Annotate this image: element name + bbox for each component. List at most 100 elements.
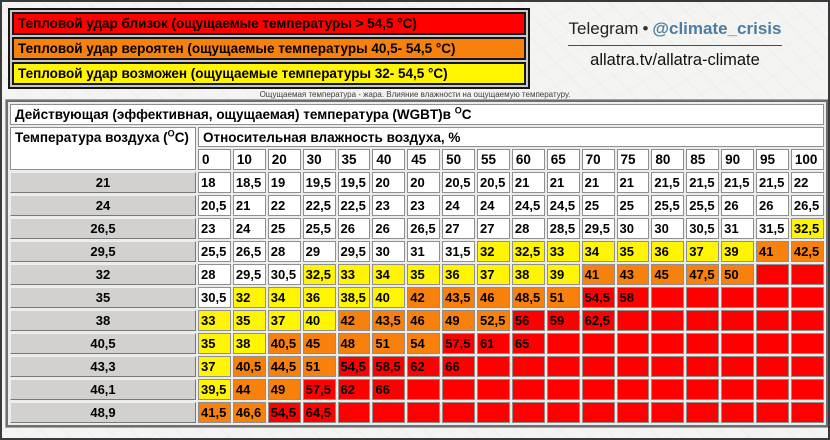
wbgt-value-cell: 30 — [372, 241, 406, 262]
wbgt-value-cell — [686, 402, 720, 423]
wbgt-value-cell — [686, 356, 720, 377]
wbgt-value-cell: 24,5 — [511, 195, 545, 216]
wbgt-value-cell — [651, 287, 685, 308]
wbgt-value-cell — [546, 356, 580, 377]
wbgt-value-cell: 25,5 — [198, 241, 231, 262]
wbgt-value-cell: 38,5 — [337, 287, 371, 308]
wbgt-value-cell: 28 — [511, 218, 545, 239]
wbgt-value-cell — [581, 402, 615, 423]
wbgt-value-cell: 28,5 — [546, 218, 580, 239]
wbgt-value-cell: 56 — [511, 310, 545, 331]
wbgt-value-cell — [546, 333, 580, 354]
air-temp-row-label: 21 — [10, 172, 196, 193]
wbgt-value-cell: 21,5 — [651, 172, 685, 193]
wbgt-value-cell — [686, 310, 720, 331]
wbgt-value-cell: 20,5 — [477, 172, 510, 193]
legend-item-label: Тепловой удар вероятен (ощущаемые темпер… — [18, 41, 456, 56]
wbgt-value-cell — [756, 402, 789, 423]
wbgt-value-cell: 62,5 — [581, 310, 615, 331]
air-temp-row-label: 26,5 — [10, 218, 196, 239]
wbgt-value-cell: 45 — [651, 264, 685, 285]
wbgt-value-cell: 21,5 — [686, 172, 720, 193]
telegram-label: Telegram — [568, 19, 639, 38]
wbgt-value-cell: 26 — [721, 195, 754, 216]
wbgt-value-cell — [721, 356, 754, 377]
wbgt-value-cell: 29,5 — [232, 264, 266, 285]
wbgt-value-cell: 25 — [616, 195, 650, 216]
wbgt-value-cell: 22 — [267, 195, 301, 216]
wbgt-value-cell: 44,5 — [267, 356, 301, 377]
wbgt-value-cell — [686, 379, 720, 400]
wbgt-value-cell: 32,5 — [511, 241, 545, 262]
wbgt-value-cell: 35 — [232, 310, 266, 331]
wbgt-value-cell: 22,5 — [337, 195, 371, 216]
wbgt-value-cell: 40 — [302, 310, 336, 331]
wbgt-value-cell: 51 — [546, 287, 580, 308]
wbgt-value-cell — [581, 379, 615, 400]
telegram-handle-link[interactable]: @climate_crisis — [652, 19, 782, 38]
table-row: 46,1 39,5 44 49 57,5 62 66 — [10, 379, 824, 400]
wbgt-value-cell: 39 — [721, 241, 754, 262]
wbgt-value-cell — [686, 287, 720, 308]
wbgt-value-cell: 54 — [407, 333, 441, 354]
table-row: 40,5 35 38 40,5 45 48 51 54 57,5 61 65 — [10, 333, 824, 354]
air-temp-row-label: 40,5 — [10, 333, 196, 354]
wbgt-value-cell: 25 — [267, 218, 301, 239]
wbgt-value-cell: 29,5 — [581, 218, 615, 239]
wbgt-value-cell: 59 — [546, 310, 580, 331]
wbgt-value-cell — [616, 333, 650, 354]
wbgt-value-cell: 35 — [407, 264, 441, 285]
wbgt-value-cell: 42 — [337, 310, 371, 331]
wbgt-value-cell: 47,5 — [686, 264, 720, 285]
wbgt-value-cell: 26,5 — [790, 195, 824, 216]
wbgt-value-cell — [546, 379, 580, 400]
air-temp-row-label: 35 — [10, 287, 196, 308]
wbgt-value-cell — [407, 379, 441, 400]
wbgt-value-cell: 43,5 — [442, 287, 475, 308]
wbgt-value-cell: 35 — [198, 333, 231, 354]
wbgt-value-cell: 31,5 — [756, 218, 789, 239]
wbgt-value-cell — [790, 333, 824, 354]
wbgt-value-cell: 36 — [442, 264, 475, 285]
wbgt-value-cell: 24 — [442, 195, 475, 216]
wbgt-value-cell — [756, 379, 789, 400]
wbgt-value-cell: 28 — [198, 264, 231, 285]
wbgt-value-cell: 29 — [302, 241, 336, 262]
wbgt-value-cell: 29,5 — [337, 241, 371, 262]
humidity-col-header: 50 — [442, 149, 475, 170]
wbgt-value-cell: 46,6 — [232, 402, 266, 423]
wbgt-value-cell — [651, 402, 685, 423]
wbgt-value-cell: 45 — [302, 333, 336, 354]
wbgt-value-cell: 20,5 — [198, 195, 231, 216]
wbgt-value-cell: 21,5 — [756, 172, 789, 193]
wbgt-value-cell: 40 — [372, 287, 406, 308]
table-row: 32 28 29,5 30,5 32,5 33 34 35 36 37 38 39 41 43 45 47,5… — [10, 264, 824, 285]
table-title-row: Действующая (эффективная, ощущаемая) тем… — [10, 104, 824, 125]
bullet-separator: • — [642, 19, 649, 38]
wbgt-value-cell: 33 — [337, 264, 371, 285]
wbgt-value-cell: 31 — [721, 218, 754, 239]
air-temp-row-label: 38 — [10, 310, 196, 331]
wbgt-value-cell: 21 — [546, 172, 580, 193]
air-temp-row-label: 46,1 — [10, 379, 196, 400]
wbgt-value-cell: 30 — [651, 218, 685, 239]
wbgt-value-cell: 66 — [372, 379, 406, 400]
humidity-col-header: 70 — [581, 149, 615, 170]
wbgt-value-cell: 24,5 — [546, 195, 580, 216]
wbgt-value-cell: 57,5 — [442, 333, 475, 354]
air-temp-row-label: 32 — [10, 264, 196, 285]
wbgt-value-cell: 26 — [756, 195, 789, 216]
wbgt-value-cell — [790, 264, 824, 285]
wbgt-value-cell: 20 — [372, 172, 406, 193]
wbgt-value-cell — [756, 333, 789, 354]
wbgt-value-cell — [721, 333, 754, 354]
wbgt-value-cell: 18 — [198, 172, 231, 193]
humidity-col-header: 10 — [232, 149, 266, 170]
wbgt-value-cell — [790, 310, 824, 331]
wbgt-value-cell: 25,5 — [302, 218, 336, 239]
wbgt-value-cell — [477, 356, 510, 377]
table-subheader-row: Температура воздуха (ОС) Относительная в… — [10, 127, 824, 170]
table-row: 35 30,5 32 34 36 38,5 40 42 43,5 46 48,5 51 54,5 58 — [10, 287, 824, 308]
wbgt-value-cell: 33 — [198, 310, 231, 331]
